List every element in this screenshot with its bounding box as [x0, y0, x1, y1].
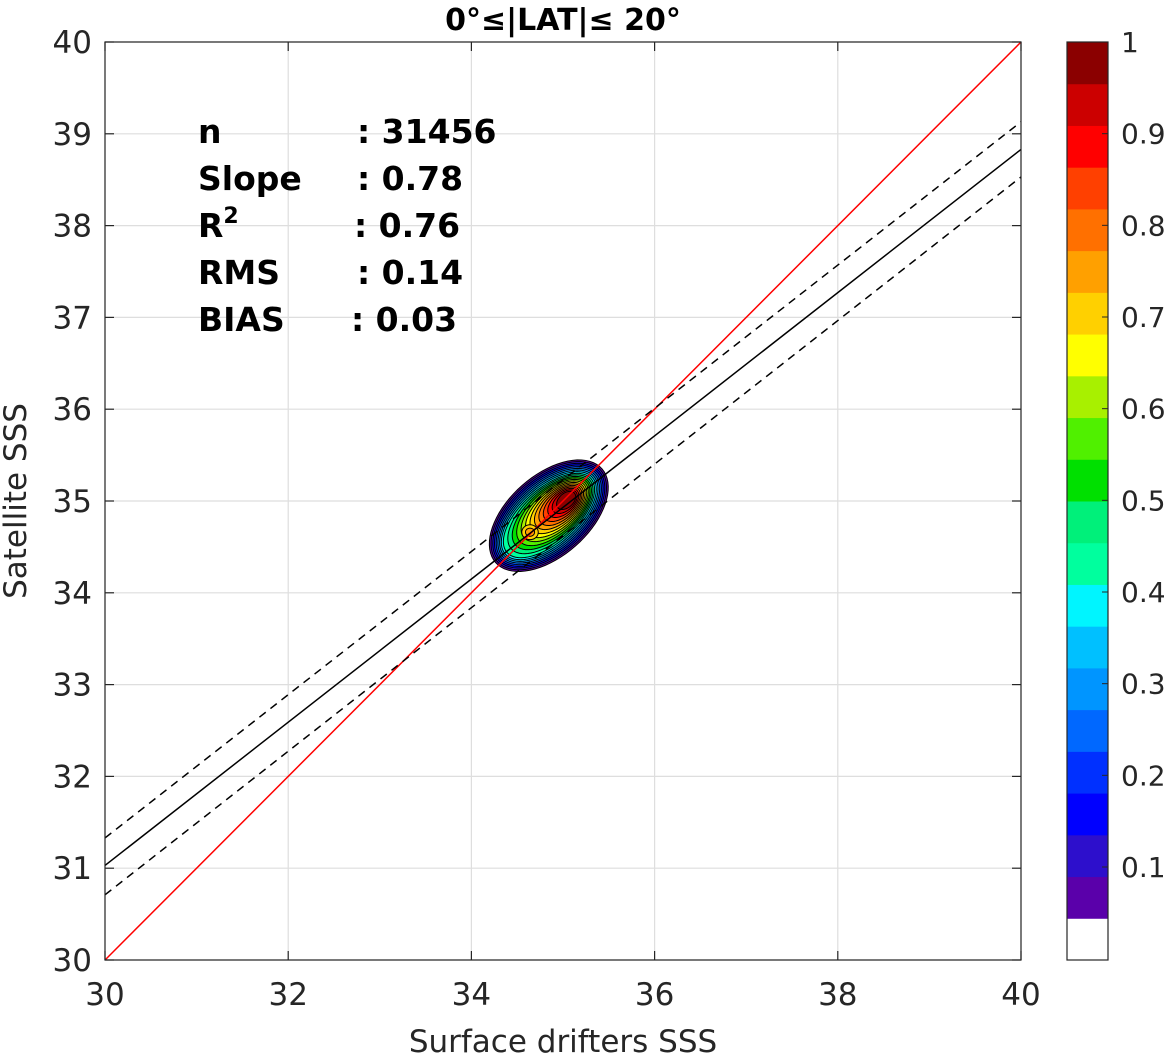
colorbar-tick-label: 0.8	[1121, 209, 1166, 242]
colorbar-tick-label: 0.1	[1121, 851, 1166, 884]
x-tick-label: 34	[452, 977, 491, 1013]
y-tick-label: 34	[53, 576, 92, 612]
colorbar-segment	[1067, 542, 1108, 585]
x-tick-label: 40	[1001, 977, 1040, 1013]
colorbar-segment	[1067, 250, 1108, 293]
colorbar-segment	[1067, 834, 1108, 878]
colorbar-tick-label: 0.4	[1121, 576, 1166, 609]
colorbar-segment	[1067, 876, 1108, 919]
stat-label: Slope	[198, 159, 302, 198]
y-tick-label: 38	[53, 209, 92, 245]
stat-label: n	[198, 112, 222, 151]
y-tick-label: 30	[53, 943, 92, 979]
colorbar-tick-label: 1	[1121, 26, 1139, 59]
colorbar-segment	[1067, 501, 1108, 544]
stat-value: : 31456	[357, 112, 497, 151]
x-axis-ticks: 30 32 34 36 38 40	[85, 42, 1041, 1013]
one-to-one-line	[105, 42, 1021, 960]
stat-value: : 0.03	[351, 300, 457, 339]
y-axis-ticks: 30 31 32 33 34 35 36 37 38 39 40	[53, 25, 1021, 979]
colorbar-segment	[1067, 793, 1108, 836]
y-tick-label: 32	[53, 759, 92, 795]
stat-value: : 0.76	[354, 206, 460, 245]
regression-line	[105, 148, 1021, 867]
colorbar-segment	[1067, 83, 1108, 126]
colorbar-tick-label: 0.7	[1121, 301, 1166, 334]
x-tick-label: 38	[818, 977, 857, 1013]
stat-value: : 0.78	[357, 159, 463, 198]
stat-value: : 0.14	[357, 253, 463, 292]
colorbar-segment	[1067, 42, 1108, 85]
colorbar-tick-label: 0.5	[1121, 484, 1166, 517]
colorbar-tick-label: 0.3	[1121, 668, 1166, 701]
colorbar-tick-label: 0.6	[1121, 393, 1166, 426]
x-axis-label: Surface drifters SSS	[409, 1024, 717, 1055]
y-tick-label: 35	[53, 484, 92, 520]
x-tick-label: 30	[85, 977, 124, 1013]
stat-label: R2	[198, 204, 239, 245]
colorbar: 0.1 0.2 0.3 0.4 0.5 0.6 0.7 0.8 0.9 1	[1066, 26, 1166, 961]
colorbar-segment	[1067, 626, 1108, 669]
upper-bound-line	[105, 121, 1021, 839]
colorbar-segment	[1067, 292, 1108, 335]
colorbar-segment	[1067, 167, 1108, 210]
y-tick-label: 31	[53, 851, 92, 887]
x-tick-label: 36	[635, 977, 674, 1013]
colorbar-segment	[1067, 375, 1108, 419]
colorbar-segment	[1067, 334, 1108, 377]
colorbar-segment	[1067, 918, 1108, 961]
y-tick-label: 37	[53, 300, 92, 336]
colorbar-segment	[1067, 417, 1108, 460]
colorbar-segment	[1067, 125, 1108, 168]
lower-bound-line	[105, 176, 1021, 896]
colorbar-segment	[1067, 751, 1108, 794]
stats-box: n : 31456 Slope : 0.78 R2 : 0.76 RMS : 0.14 BIAS…	[198, 112, 497, 339]
stat-label: RMS	[198, 253, 280, 292]
colorbar-segment	[1067, 584, 1108, 627]
y-tick-label: 39	[53, 117, 92, 153]
colorbar-segment	[1067, 208, 1108, 252]
colorbar-segment	[1067, 709, 1108, 752]
y-axis-label: Satellite SSS	[0, 403, 34, 599]
colorbar-segment	[1067, 667, 1108, 711]
colorbar-tick-label: 0.9	[1121, 118, 1166, 151]
contour-level	[556, 490, 577, 511]
y-tick-label: 36	[53, 392, 92, 428]
fit-lines	[105, 42, 1021, 960]
colorbar-frame	[1066, 41, 1109, 961]
chart-title: 0°≤|LAT|≤ 20°	[445, 3, 681, 38]
y-tick-label: 33	[53, 668, 92, 704]
x-tick-label: 32	[268, 977, 307, 1013]
colorbar-tick-label: 0.2	[1121, 759, 1166, 792]
stat-label: BIAS	[198, 300, 285, 339]
colorbar-segment	[1067, 459, 1108, 502]
y-tick-label: 40	[53, 25, 92, 61]
